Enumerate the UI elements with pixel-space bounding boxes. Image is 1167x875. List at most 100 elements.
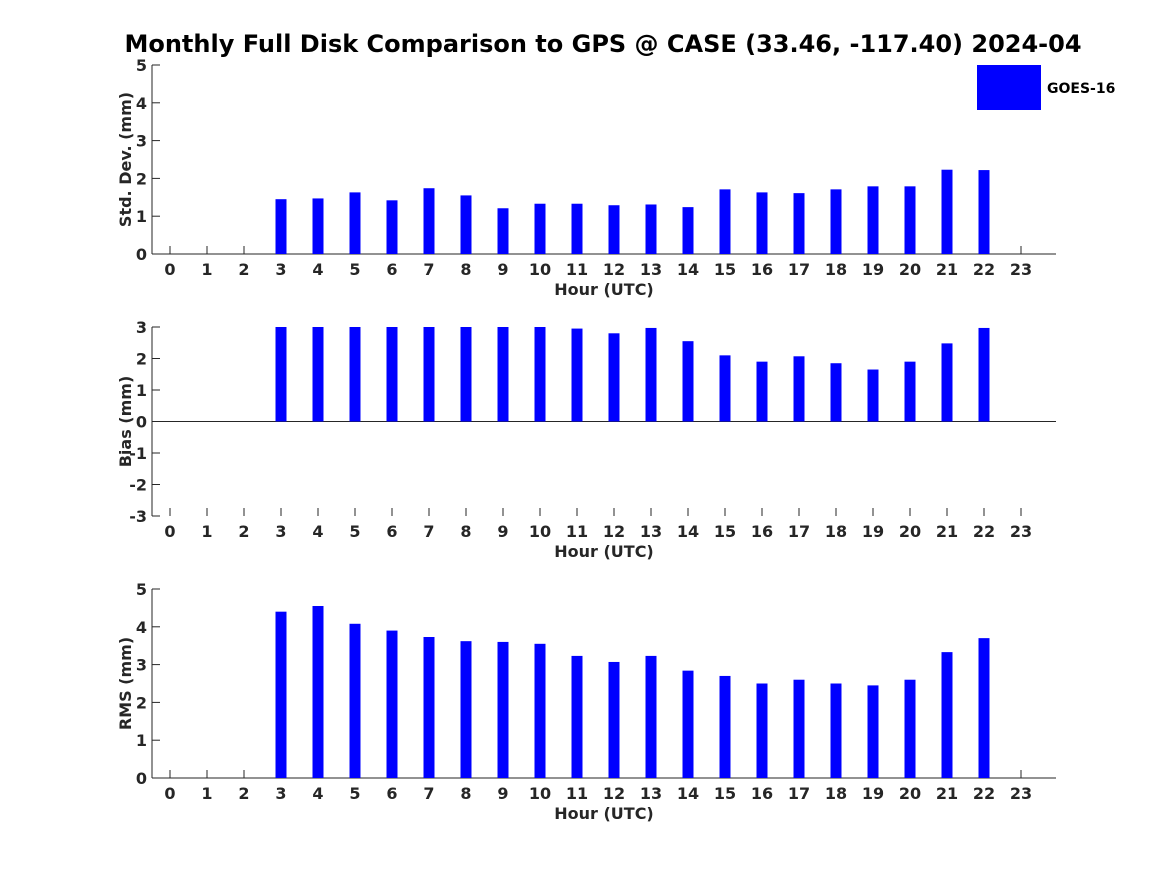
x-tick-label: 4 [312, 784, 323, 803]
x-tick-label: 13 [640, 784, 662, 803]
x-tick-label: 11 [566, 784, 588, 803]
bar-hour-17 [793, 193, 805, 254]
y-axis-label: Bias (mm) [116, 376, 135, 468]
x-tick-label: 14 [677, 784, 699, 803]
legend-label: GOES-16 [1047, 81, 1115, 97]
x-tick-label: 8 [460, 260, 471, 279]
y-tick-label: 4 [136, 94, 147, 113]
x-tick-label: 19 [862, 784, 884, 803]
x-tick-label: 16 [751, 260, 773, 279]
y-tick-label: 0 [136, 245, 147, 264]
bar-hour-21 [941, 169, 953, 254]
bar-hour-22 [978, 638, 990, 778]
bar-hour-8 [460, 327, 472, 422]
x-tick-label: 12 [603, 784, 625, 803]
x-tick-label: 20 [899, 784, 921, 803]
y-tick-label: 3 [136, 318, 147, 337]
x-tick-label: 5 [349, 260, 360, 279]
bar-hour-15 [719, 675, 731, 778]
x-tick-label: 6 [386, 784, 397, 803]
x-tick-label: 10 [529, 260, 551, 279]
bar-hour-6 [386, 327, 398, 422]
bar-hour-21 [941, 652, 953, 778]
x-tick-label: 18 [825, 784, 847, 803]
x-tick-label: 2 [238, 260, 249, 279]
bar-hour-15 [719, 355, 731, 422]
x-tick-label: 22 [973, 260, 995, 279]
x-tick-label: 17 [788, 784, 810, 803]
bar-hour-4 [312, 327, 324, 422]
x-tick-label: 20 [899, 522, 921, 541]
chart-title: Monthly Full Disk Comparison to GPS @ CA… [124, 30, 1081, 58]
bar-hour-13 [645, 204, 657, 254]
x-tick-label: 0 [164, 260, 175, 279]
y-tick-label: 5 [136, 56, 147, 75]
bar-hour-19 [867, 369, 879, 422]
y-tick-label: 5 [136, 580, 147, 599]
bar-hour-7 [423, 327, 435, 422]
x-tick-label: 14 [677, 260, 699, 279]
x-tick-label: 11 [566, 522, 588, 541]
x-tick-label: 1 [201, 784, 212, 803]
x-tick-label: 7 [423, 260, 434, 279]
bar-hour-5 [349, 623, 361, 778]
bar-hour-13 [645, 655, 657, 778]
bar-hour-15 [719, 189, 731, 254]
x-tick-label: 3 [275, 784, 286, 803]
y-tick-label: -1 [129, 444, 147, 463]
x-tick-label: 20 [899, 260, 921, 279]
bar-hour-4 [312, 606, 324, 778]
bar-hour-10 [534, 203, 546, 254]
x-tick-label: 16 [751, 784, 773, 803]
y-tick-label: 1 [136, 381, 147, 400]
bar-hour-12 [608, 205, 620, 254]
y-axis-label: Std. Dev. (mm) [116, 92, 135, 227]
x-tick-label: 15 [714, 784, 736, 803]
bar-hour-8 [460, 641, 472, 778]
x-tick-label: 22 [973, 784, 995, 803]
x-tick-label: 23 [1010, 260, 1032, 279]
y-tick-label: 1 [136, 731, 147, 750]
x-tick-label: 9 [497, 522, 508, 541]
x-tick-label: 6 [386, 522, 397, 541]
x-tick-label: 13 [640, 522, 662, 541]
x-tick-label: 16 [751, 522, 773, 541]
y-tick-label: -2 [129, 476, 147, 495]
x-tick-label: 17 [788, 260, 810, 279]
bar-hour-16 [756, 361, 768, 422]
x-axis-label: Hour (UTC) [554, 542, 654, 561]
x-tick-label: 7 [423, 784, 434, 803]
x-tick-label: 7 [423, 522, 434, 541]
x-tick-label: 3 [275, 260, 286, 279]
x-tick-label: 4 [312, 260, 323, 279]
legend-swatch [977, 65, 1041, 110]
x-tick-label: 9 [497, 784, 508, 803]
x-tick-label: 17 [788, 522, 810, 541]
x-axis-label: Hour (UTC) [554, 804, 654, 823]
bar-hour-11 [571, 328, 583, 422]
bar-hour-8 [460, 195, 472, 254]
y-tick-label: 2 [136, 350, 147, 369]
bar-hour-19 [867, 186, 879, 254]
y-tick-label: 0 [136, 413, 147, 432]
bar-hour-5 [349, 192, 361, 254]
bar-hour-16 [756, 192, 768, 254]
bar-hour-3 [275, 199, 287, 254]
bar-hour-14 [682, 341, 694, 422]
bar-hour-4 [312, 198, 324, 254]
y-tick-label: 1 [136, 207, 147, 226]
bar-hour-3 [275, 611, 287, 778]
y-tick-label: 0 [136, 769, 147, 788]
bar-hour-9 [497, 641, 509, 778]
x-tick-label: 12 [603, 522, 625, 541]
y-tick-label: 2 [136, 693, 147, 712]
bar-hour-22 [978, 327, 990, 422]
bar-hour-11 [571, 203, 583, 254]
y-tick-label: 4 [136, 618, 147, 637]
y-tick-label: 2 [136, 169, 147, 188]
bar-hour-7 [423, 637, 435, 778]
x-tick-label: 23 [1010, 522, 1032, 541]
x-tick-label: 9 [497, 260, 508, 279]
